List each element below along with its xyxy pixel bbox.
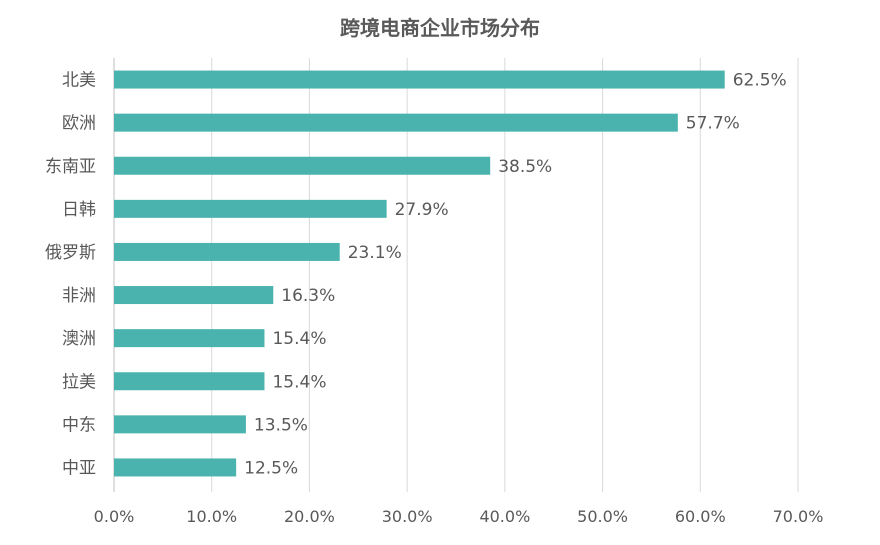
category-label: 拉美 [62, 372, 96, 392]
category-label: 北美 [62, 71, 96, 91]
bar [114, 70, 725, 89]
category-label: 日韩 [62, 200, 96, 220]
x-tick-label: 50.0% [577, 507, 628, 526]
chart-title: 跨境电商企业市场分布 [340, 16, 540, 40]
bar [114, 329, 265, 348]
data-label: 27.9% [395, 200, 449, 220]
x-tick-label: 60.0% [675, 507, 726, 526]
bar [114, 458, 237, 477]
x-tick-label: 30.0% [382, 507, 433, 526]
category-label: 非洲 [62, 286, 96, 306]
bar [114, 242, 340, 261]
x-tick-label: 10.0% [186, 507, 237, 526]
category-label: 中东 [62, 415, 96, 435]
bar [114, 415, 246, 434]
data-label: 12.5% [244, 458, 298, 478]
category-label: 中亚 [62, 458, 96, 478]
bar [114, 286, 274, 305]
data-label: 38.5% [498, 157, 552, 177]
data-label: 15.4% [272, 372, 326, 392]
bar [114, 156, 491, 175]
x-tick-label: 70.0% [773, 507, 824, 526]
data-label: 15.4% [272, 329, 326, 349]
x-tick-label: 20.0% [284, 507, 335, 526]
bar [114, 199, 387, 218]
data-label: 16.3% [281, 286, 335, 306]
bar [114, 372, 265, 391]
x-tick-label: 0.0% [94, 507, 135, 526]
data-label: 23.1% [348, 243, 402, 263]
category-label: 俄罗斯 [45, 243, 96, 263]
category-label: 澳洲 [62, 329, 96, 349]
x-tick-label: 40.0% [479, 507, 530, 526]
bar [114, 113, 678, 132]
data-label: 13.5% [254, 415, 308, 435]
data-label: 57.7% [686, 114, 740, 134]
data-label: 62.5% [733, 71, 787, 91]
category-label: 欧洲 [62, 114, 96, 134]
category-label: 东南亚 [45, 157, 96, 177]
